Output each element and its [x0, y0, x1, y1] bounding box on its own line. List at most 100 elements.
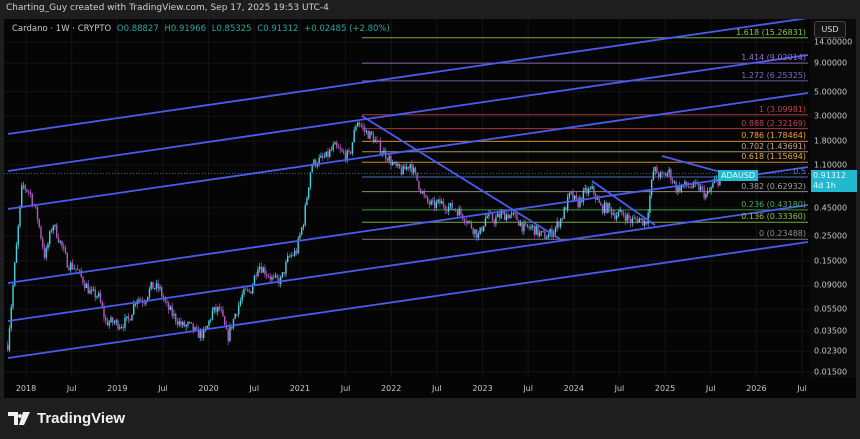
candle-body: [465, 222, 467, 223]
currency-button[interactable]: USD: [814, 21, 846, 38]
candle-body: [36, 207, 39, 220]
candle-body: [342, 151, 345, 153]
price-scale[interactable]: [810, 19, 856, 378]
candle-body: [449, 202, 452, 207]
candle-body: [300, 227, 303, 235]
candle-body: [486, 216, 488, 219]
candle-body: [203, 329, 205, 338]
candle-body: [260, 266, 263, 273]
candle-body: [395, 162, 397, 166]
time-tick-label: 2022: [381, 384, 402, 393]
candle-body: [196, 327, 198, 329]
candle-body: [22, 185, 25, 187]
candle-body: [332, 144, 334, 150]
candle-body: [73, 268, 75, 270]
candle-body: [215, 307, 217, 312]
candle-body: [173, 313, 175, 316]
candle-body: [612, 213, 614, 215]
candle-body: [77, 268, 79, 271]
candle-body: [255, 275, 257, 277]
candle-body: [178, 321, 180, 325]
candle-body: [106, 320, 109, 326]
candle-body: [31, 193, 33, 206]
candle-body: [566, 196, 569, 210]
candle-body: [388, 156, 390, 161]
candle-body: [537, 226, 539, 236]
candle-body: [309, 172, 312, 188]
candle-body: [190, 321, 193, 324]
candle-body: [377, 140, 380, 142]
candle-body: [294, 250, 296, 256]
candle-body: [182, 321, 184, 326]
candle-body: [523, 223, 525, 232]
candle-body: [124, 317, 126, 328]
brand-name: TradingView: [37, 410, 126, 427]
candle-body: [458, 208, 460, 216]
candle-body: [365, 130, 368, 132]
candle-body: [84, 283, 86, 289]
candle-body: [120, 327, 123, 328]
close-value: C0.91312: [257, 24, 299, 34]
candle-body: [582, 190, 585, 203]
candle-body: [437, 199, 439, 203]
tradingview-logo[interactable]: TradingView: [8, 410, 125, 427]
time-tick-label: Jul: [432, 384, 442, 393]
candle-body: [621, 209, 623, 214]
candle-body: [236, 314, 238, 315]
candle-body: [519, 222, 522, 226]
time-tick-label: Jul: [340, 384, 351, 393]
candle-body: [82, 276, 84, 284]
candle-body: [323, 156, 326, 158]
candle-body: [68, 267, 70, 270]
candle-body: [573, 195, 576, 200]
fib-level-label: 0.5: [793, 166, 806, 176]
candle-body: [302, 225, 305, 228]
candle-body: [154, 288, 156, 289]
candle-body: [87, 284, 89, 294]
time-tick-label: 2026: [746, 384, 767, 393]
candle-body: [540, 231, 543, 233]
time-tick-label: Jul: [158, 384, 168, 393]
candle-body: [579, 197, 581, 207]
candle-body: [442, 201, 445, 207]
candle-body: [152, 281, 154, 289]
candle-body: [547, 234, 550, 239]
candle-body: [393, 162, 396, 164]
candle-body: [561, 218, 564, 220]
candle-body: [517, 220, 520, 226]
candle-body: [248, 289, 250, 292]
candle-body: [416, 172, 418, 181]
candle-body: [563, 207, 565, 219]
candle-body: [498, 213, 501, 218]
time-tick-label: Jul: [523, 384, 533, 393]
candle-body: [339, 148, 341, 150]
candle-body: [556, 221, 558, 228]
candle-body: [482, 226, 485, 232]
candle-body: [138, 299, 140, 301]
time-tick-label: Jul: [705, 384, 716, 393]
candle-body: [376, 139, 378, 141]
candle-body: [234, 314, 236, 319]
candle-body: [176, 321, 179, 325]
candle-body: [559, 218, 562, 227]
candle-body: [143, 302, 145, 304]
candle-body: [363, 127, 366, 132]
candle-body: [447, 206, 450, 212]
candle-body: [52, 226, 54, 231]
candle-body: [117, 320, 119, 329]
candle-body: [386, 158, 389, 161]
chart-panel[interactable]: [4, 19, 810, 378]
candle-body: [383, 150, 385, 154]
time-scale[interactable]: [4, 378, 856, 398]
candle-body: [110, 317, 112, 323]
candle-body: [432, 200, 434, 202]
candle-body: [85, 284, 88, 289]
candle-body: [101, 302, 103, 308]
candle-body: [12, 285, 14, 308]
candle-body: [491, 213, 494, 221]
candle-body: [591, 186, 593, 189]
trend-line: [7, 54, 809, 172]
candle-body: [47, 243, 49, 249]
symbol-label[interactable]: Cardano · 1W · CRYPTO: [12, 24, 112, 34]
